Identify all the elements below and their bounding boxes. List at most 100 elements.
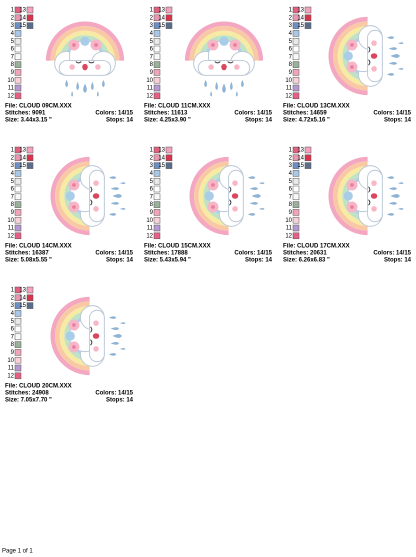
color-swatch xyxy=(153,37,161,45)
color-swatch xyxy=(26,286,34,294)
swatch-number: 2 xyxy=(11,295,15,301)
color-swatch xyxy=(14,146,22,154)
color-swatch xyxy=(14,14,22,22)
swatch-number: 8 xyxy=(11,342,15,348)
swatch-number: 9 xyxy=(289,70,293,76)
stitches: Stitches: 14659 xyxy=(283,111,327,117)
swatch-number: 5 xyxy=(11,179,15,185)
color-swatch xyxy=(292,45,300,53)
color-swatch xyxy=(14,286,22,294)
swatch-number: 6 xyxy=(150,187,154,193)
swatch-number: 15 xyxy=(19,163,26,169)
color-swatch xyxy=(14,53,22,61)
color-swatch xyxy=(14,61,22,68)
swatch-number: 4 xyxy=(150,171,154,177)
swatch-number: 7 xyxy=(11,54,15,60)
swatch-number: 5 xyxy=(150,39,154,45)
swatch-number: 14 xyxy=(297,155,304,161)
swatch-number: 4 xyxy=(289,171,293,177)
swatch-number: 5 xyxy=(289,179,293,185)
swatch-number: 7 xyxy=(289,194,293,200)
swatch-number: 14 xyxy=(19,15,26,21)
swatch-number: 8 xyxy=(150,62,154,68)
color-swatch xyxy=(14,317,22,325)
swatch-number: 3 xyxy=(11,163,15,169)
swatch-number: 13 xyxy=(19,288,26,294)
color-swatch xyxy=(292,193,300,201)
color-swatch xyxy=(153,224,161,232)
stitches: Stitches: 17888 xyxy=(144,251,188,257)
color-swatch xyxy=(292,224,300,232)
colors: Colors: 14/15 xyxy=(373,111,411,117)
file-name: File: CLOUD 09CM.XXX xyxy=(5,104,72,110)
color-swatch xyxy=(153,154,161,162)
stitches: Stitches: 16387 xyxy=(5,251,49,257)
color-swatch xyxy=(153,61,161,68)
design-image xyxy=(331,19,404,93)
color-swatch xyxy=(304,154,312,162)
color-swatch xyxy=(14,76,22,84)
swatch-number: 6 xyxy=(289,47,293,53)
color-swatch xyxy=(14,162,22,169)
color-swatch xyxy=(14,209,22,216)
color-swatch xyxy=(165,22,173,29)
swatch-number: 2 xyxy=(11,15,15,21)
color-swatch xyxy=(292,170,300,177)
size: Size: 5.08x5.55 " xyxy=(5,258,52,264)
stitches: Stitches: 24908 xyxy=(5,391,49,397)
color-swatch xyxy=(292,61,300,68)
swatch-number: 7 xyxy=(11,334,15,340)
stitches: Stitches: 9091 xyxy=(5,111,46,117)
swatch-number: 12 xyxy=(7,233,14,239)
color-swatch xyxy=(14,356,22,364)
color-swatch xyxy=(304,146,312,154)
color-swatch xyxy=(292,92,300,100)
color-swatch xyxy=(292,146,300,154)
colors: Colors: 14/15 xyxy=(95,111,133,117)
swatch-number: 11 xyxy=(8,366,15,372)
color-swatch xyxy=(292,177,300,185)
swatch-number: 10 xyxy=(7,78,14,84)
colors: Colors: 14/15 xyxy=(373,251,411,257)
swatch-number: 3 xyxy=(11,303,15,309)
swatch-number: 11 xyxy=(147,226,154,232)
color-swatch xyxy=(26,294,34,302)
swatch-number: 13 xyxy=(158,8,165,14)
swatch-number: 1 xyxy=(11,288,15,294)
swatch-number: 8 xyxy=(11,62,15,68)
design-image xyxy=(53,159,126,233)
swatch-number: 9 xyxy=(11,70,15,76)
color-swatch xyxy=(304,162,312,169)
color-swatch xyxy=(153,69,161,76)
swatch-number: 3 xyxy=(289,23,293,29)
swatch-number: 9 xyxy=(289,210,293,216)
color-swatch xyxy=(292,201,300,208)
stops: Stops: 14 xyxy=(384,118,412,124)
swatch-number: 2 xyxy=(11,155,15,161)
color-swatch xyxy=(165,146,173,154)
color-swatch xyxy=(153,201,161,208)
swatch-number: 14 xyxy=(19,155,26,161)
swatch-number: 1 xyxy=(150,148,154,154)
color-swatch xyxy=(14,69,22,76)
stops: Stops: 14 xyxy=(245,258,273,264)
swatch-number: 5 xyxy=(11,39,15,45)
size: Size: 4.25x3.90 " xyxy=(144,118,191,124)
swatch-number: 12 xyxy=(146,93,153,99)
stitches: Stitches: 11613 xyxy=(144,111,188,117)
color-swatch xyxy=(153,177,161,185)
color-swatch xyxy=(14,349,22,356)
design-image xyxy=(53,299,126,373)
file-name: File: CLOUD 15CM.XXX xyxy=(144,244,211,250)
color-swatch xyxy=(14,201,22,208)
color-swatch xyxy=(153,30,161,37)
color-swatch xyxy=(14,216,22,224)
color-swatch xyxy=(292,37,300,45)
color-swatch xyxy=(292,185,300,193)
swatch-number: 7 xyxy=(150,54,154,60)
